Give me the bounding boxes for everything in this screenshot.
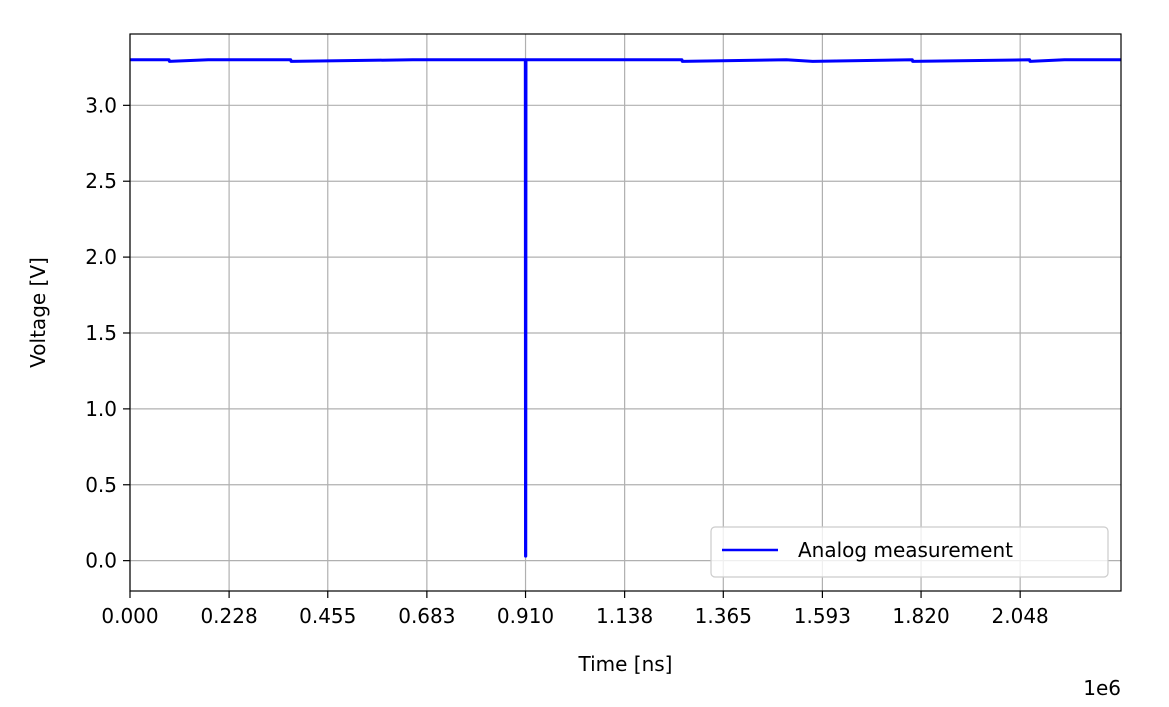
x-axis-ticks: 0.000 0.228 0.455 0.683 0.910 1.138 1.365 1.593… <box>101 591 1049 628</box>
x-tick-label: 1.365 <box>695 604 752 628</box>
x-tick-label: 0.455 <box>299 604 356 628</box>
y-tick-label: 0.0 <box>85 549 117 573</box>
y-axis-label: Voltage [V] <box>26 257 50 368</box>
x-axis-offset-label: 1e6 <box>1083 676 1121 700</box>
x-tick-label: 0.683 <box>398 604 455 628</box>
grid <box>129 34 1121 591</box>
x-axis-label: Time [ns] <box>577 652 672 676</box>
x-tick-label: 1.138 <box>596 604 653 628</box>
y-tick-label: 1.0 <box>85 397 117 421</box>
y-tick-label: 2.0 <box>85 245 117 269</box>
x-tick-label: 0.228 <box>200 604 257 628</box>
x-tick-label: 2.048 <box>992 604 1049 628</box>
y-tick-label: 3.0 <box>85 93 117 117</box>
y-tick-label: 0.5 <box>85 473 117 497</box>
x-tick-label: 0.910 <box>497 604 554 628</box>
x-tick-label: 1.820 <box>892 604 949 628</box>
series-layer <box>130 58 1121 558</box>
y-tick-label: 1.5 <box>85 321 117 345</box>
x-tick-label: 1.593 <box>794 604 851 628</box>
legend: Analog measurement <box>710 526 1109 578</box>
y-axis-ticks: 0.0 0.5 1.0 1.5 2.0 2.5 3.0 <box>85 93 130 573</box>
legend-label: Analog measurement <box>798 538 1013 562</box>
series-line <box>130 58 1121 558</box>
legend-box <box>710 526 1109 578</box>
plot-frame <box>129 33 1122 592</box>
y-tick-label: 2.5 <box>85 169 117 193</box>
x-tick-label: 0.000 <box>101 604 158 628</box>
